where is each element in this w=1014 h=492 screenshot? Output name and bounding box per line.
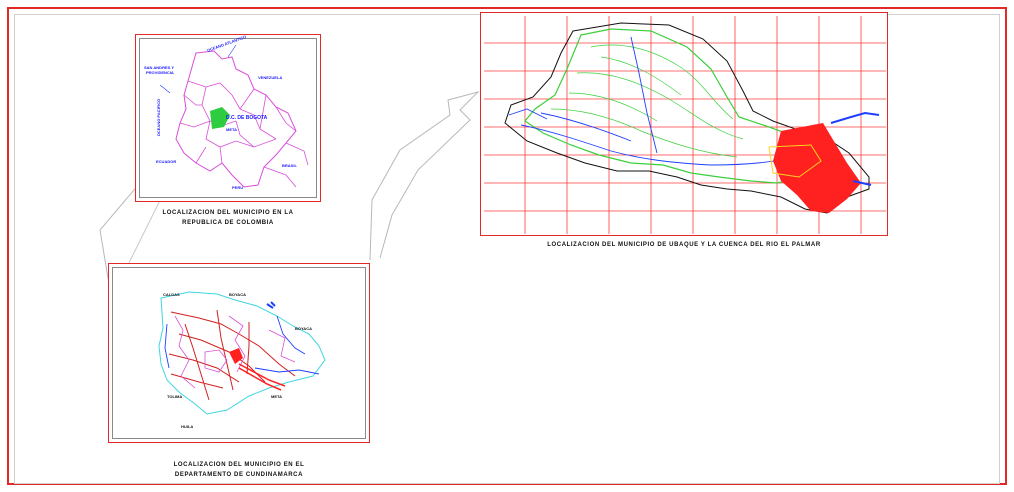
- label-bogota: D.C. DE BOGOTA: [226, 115, 267, 121]
- colombia-location-map: OCEANO ATLANTICO SAN ANDRES Y PROVIDENCI…: [135, 34, 321, 202]
- label-ecuador: ECUADOR: [156, 159, 176, 164]
- label-huila: HUILA: [181, 424, 193, 429]
- label-boyaca-top: BOYACA: [229, 292, 246, 297]
- cundinamarca-caption: LOCALIZACION DEL MUNICIPIO EN EL DEPARTA…: [108, 460, 370, 480]
- colombia-caption: LOCALIZACION DEL MUNICIPIO EN LA REPUBLI…: [135, 208, 321, 228]
- label-oceano-pacifico: OCEANO PACIFICO: [156, 99, 161, 136]
- ubaque-watershed-map: [480, 12, 888, 236]
- label-peru: PERU: [232, 185, 243, 190]
- label-boyaca-right: BOYACA: [295, 326, 312, 331]
- label-meta-cundinamarca: META: [271, 394, 282, 399]
- label-venezuela: VENEZUELA: [258, 75, 282, 80]
- label-providencia: PROVIDENCIA: [146, 70, 174, 75]
- label-meta: META: [226, 127, 237, 132]
- label-brasil: BRASIL: [282, 163, 297, 168]
- label-tolima: TOLIMA: [167, 394, 182, 399]
- label-caldas: CALDAS: [163, 292, 180, 297]
- ubaque-grid: [481, 13, 889, 237]
- cundinamarca-boundaries: [109, 264, 371, 444]
- cundinamarca-location-map: CALDAS BOYACA BOYACA TOLIMA META HUILA: [108, 263, 370, 443]
- ubaque-caption: LOCALIZACION DEL MUNICIPIO DE UBAQUE Y L…: [480, 240, 888, 250]
